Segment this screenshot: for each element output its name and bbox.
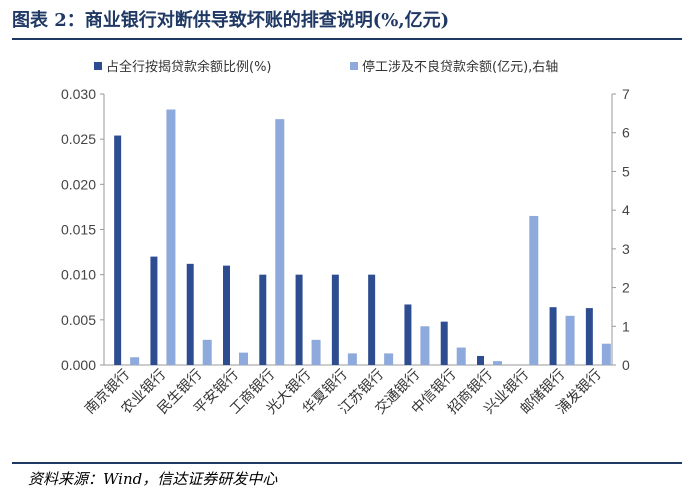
y-tick-label-right: 3 xyxy=(622,241,630,257)
y-tick-label-left: 0.025 xyxy=(61,131,96,147)
bar-share-6 xyxy=(331,274,339,365)
bar-npl-5 xyxy=(311,339,321,365)
y-tick-label-left: 0.005 xyxy=(61,312,96,328)
bar-share-12 xyxy=(549,307,557,365)
y-tick-label-right: 5 xyxy=(622,163,630,179)
y-tick-label-right: 1 xyxy=(622,318,630,334)
chart-title: 图表 2：商业银行对断供导致坏账的排查说明(%,亿元) xyxy=(12,10,450,31)
bar-npl-4 xyxy=(275,119,285,366)
bar-share-2 xyxy=(186,263,194,365)
source-rule xyxy=(12,462,682,464)
legend-swatch-npl xyxy=(350,62,358,70)
y-tick-label-left: 0.030 xyxy=(61,86,96,102)
bar-share-5 xyxy=(295,274,303,365)
y-tick-label-right: 4 xyxy=(622,202,630,218)
bar-npl-8 xyxy=(420,326,430,365)
bar-npl-11 xyxy=(529,215,539,365)
bar-share-8 xyxy=(404,304,412,365)
y-tick-label-right: 6 xyxy=(622,125,630,141)
bar-share-13 xyxy=(585,308,593,365)
source-note: 资料来源：Wind，信达证券研发中心 xyxy=(28,470,278,488)
bar-share-3 xyxy=(223,265,230,365)
bar-npl-9 xyxy=(456,347,466,365)
bar-npl-7 xyxy=(384,353,394,365)
legend-label-share: 占全行按揭贷款余额比例(%) xyxy=(106,59,272,75)
bar-npl-0 xyxy=(130,357,140,365)
y-tick-label-left: 0.020 xyxy=(61,176,96,192)
legend-label-npl: 停工涉及不良贷款余额(亿元),右轴 xyxy=(362,59,558,75)
bar-share-4 xyxy=(259,274,267,365)
bar-npl-3 xyxy=(239,352,248,365)
y-tick-label-left: 0.015 xyxy=(61,222,96,238)
y-tick-label-right: 7 xyxy=(622,86,630,102)
bar-npl-10 xyxy=(493,361,502,365)
legend-swatch-share xyxy=(94,62,102,70)
bar-share-0 xyxy=(114,135,122,365)
bar-share-7 xyxy=(368,274,376,365)
bar-npl-1 xyxy=(166,109,176,365)
y-tick-label-right: 2 xyxy=(622,280,630,296)
y-tick-label-left: 0.010 xyxy=(61,267,96,283)
bar-share-9 xyxy=(440,321,448,365)
bar-npl-12 xyxy=(565,315,575,365)
y-tick-label-right: 0 xyxy=(622,357,630,373)
bar-npl-6 xyxy=(347,353,357,365)
bar-npl-13 xyxy=(601,343,611,365)
y-tick-label-left: 0.000 xyxy=(61,357,96,373)
bar-share-1 xyxy=(150,256,158,365)
title-rule xyxy=(12,38,682,40)
bar-share-10 xyxy=(477,355,484,365)
bar-npl-2 xyxy=(202,339,212,365)
